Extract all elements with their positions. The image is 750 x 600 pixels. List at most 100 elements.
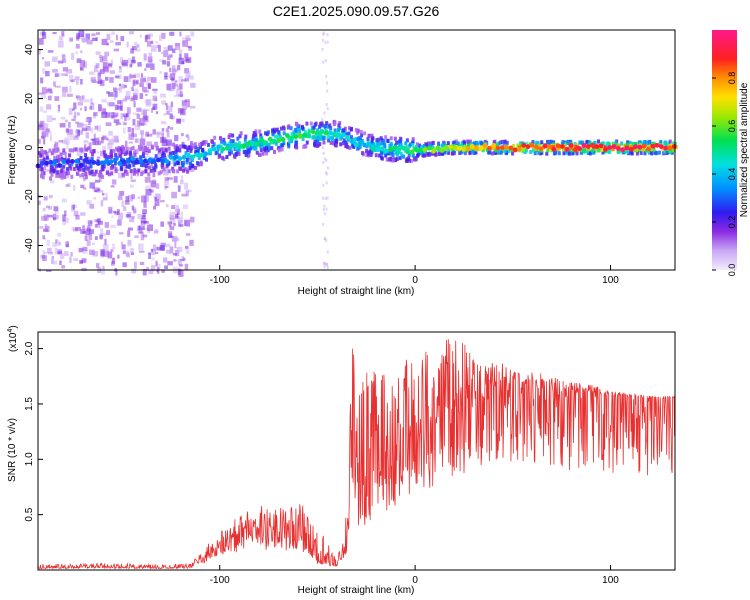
ridge-mark xyxy=(375,141,379,146)
colorbar-tick-label: 0.2 xyxy=(727,216,737,229)
noise-mark xyxy=(75,129,78,135)
ridge-mark xyxy=(414,145,418,150)
ridge-mark xyxy=(40,169,44,174)
noise-mark xyxy=(185,37,191,42)
noise-mark xyxy=(120,36,125,42)
noise-mark xyxy=(190,31,195,37)
ridge-mark xyxy=(301,137,305,142)
noise-mark xyxy=(184,58,190,62)
noise-mark xyxy=(97,190,104,193)
ridge-mark xyxy=(452,150,456,155)
noise-mark xyxy=(173,176,178,183)
ridge-core-point xyxy=(95,161,101,166)
ridge-core-point xyxy=(267,136,273,142)
noise-mark xyxy=(165,103,168,106)
ridge-mark xyxy=(352,144,356,149)
ridge-mark xyxy=(437,152,441,157)
ridge-mark xyxy=(67,171,71,176)
ridge-mark xyxy=(178,148,182,153)
ridge-mark xyxy=(322,140,326,145)
ridge-core-point xyxy=(366,141,372,147)
ridge-mark xyxy=(228,151,232,156)
ridge-core-point xyxy=(177,156,183,162)
noise-mark xyxy=(183,257,186,262)
spectrogram-x-label: Height of straight line (km) xyxy=(298,286,415,297)
ridge-mark xyxy=(273,134,277,139)
ridge-mark xyxy=(273,149,277,154)
noise-mark xyxy=(64,137,70,145)
ridge-mark xyxy=(282,131,286,136)
noise-mark xyxy=(174,241,177,249)
ridge-mark xyxy=(89,149,93,154)
ridge-mark xyxy=(84,171,88,176)
noise-mark xyxy=(60,116,66,120)
ridge-mark xyxy=(50,172,54,177)
noise-mark xyxy=(115,42,121,46)
ridge-mark xyxy=(415,142,419,147)
noise-mark xyxy=(178,83,183,90)
noise-mark xyxy=(128,141,133,144)
noise-mark xyxy=(147,76,153,82)
noise-mark xyxy=(38,139,41,144)
ridge-mark xyxy=(447,150,451,155)
noise-mark xyxy=(142,269,147,276)
ridge-mark xyxy=(182,168,186,173)
noise-mark xyxy=(97,72,101,79)
noise-mark xyxy=(132,56,135,62)
ridge-core-point xyxy=(250,141,256,146)
ridge-mark xyxy=(190,146,194,151)
noise-mark xyxy=(69,74,74,82)
noise-mark xyxy=(55,240,60,247)
noise-mark xyxy=(323,111,326,115)
ridge-core-point xyxy=(529,142,535,148)
ridge-mark xyxy=(42,171,46,176)
noise-mark xyxy=(173,259,177,262)
noise-mark xyxy=(181,100,188,106)
noise-mark xyxy=(141,195,147,203)
ridge-mark xyxy=(116,148,120,153)
ridge-mark xyxy=(442,146,446,151)
ridge-mark xyxy=(391,158,395,163)
noise-mark xyxy=(89,203,95,209)
ridge-mark xyxy=(132,162,136,167)
ridge-mark xyxy=(57,174,61,179)
noise-mark xyxy=(121,200,125,207)
noise-mark xyxy=(189,105,196,109)
noise-mark xyxy=(109,77,114,83)
noise-mark xyxy=(108,130,113,136)
noise-mark xyxy=(114,104,119,111)
ridge-core-point xyxy=(216,144,221,150)
noise-mark xyxy=(153,205,157,210)
ridge-mark xyxy=(555,146,559,151)
noise-mark xyxy=(38,92,45,95)
ridge-mark xyxy=(68,153,72,158)
noise-mark xyxy=(321,48,324,52)
noise-mark xyxy=(66,68,73,74)
noise-mark xyxy=(152,170,156,178)
ridge-mark xyxy=(375,138,379,143)
ridge-mark xyxy=(580,147,584,152)
noise-mark xyxy=(58,60,64,64)
ridge-mark xyxy=(349,127,353,132)
noise-mark xyxy=(96,156,101,159)
noise-mark xyxy=(152,248,156,255)
noise-mark xyxy=(75,121,80,124)
ridge-core-point xyxy=(155,157,161,163)
noise-mark xyxy=(38,49,41,55)
noise-mark xyxy=(90,127,94,133)
ridge-core-point xyxy=(48,159,54,165)
ridge-core-point xyxy=(323,130,329,136)
ridge-core-point xyxy=(615,146,621,151)
noise-mark xyxy=(58,148,61,154)
ridge-mark xyxy=(98,170,102,175)
x-tick-label: -100 xyxy=(210,275,230,286)
noise-mark xyxy=(168,224,172,227)
ridge-mark xyxy=(50,151,54,156)
noise-mark xyxy=(125,196,129,202)
noise-mark xyxy=(54,141,58,149)
ridge-mark xyxy=(290,132,294,137)
ridge-mark xyxy=(119,153,123,158)
ridge-mark xyxy=(184,151,188,156)
ridge-mark xyxy=(42,150,46,155)
noise-mark xyxy=(152,103,158,110)
